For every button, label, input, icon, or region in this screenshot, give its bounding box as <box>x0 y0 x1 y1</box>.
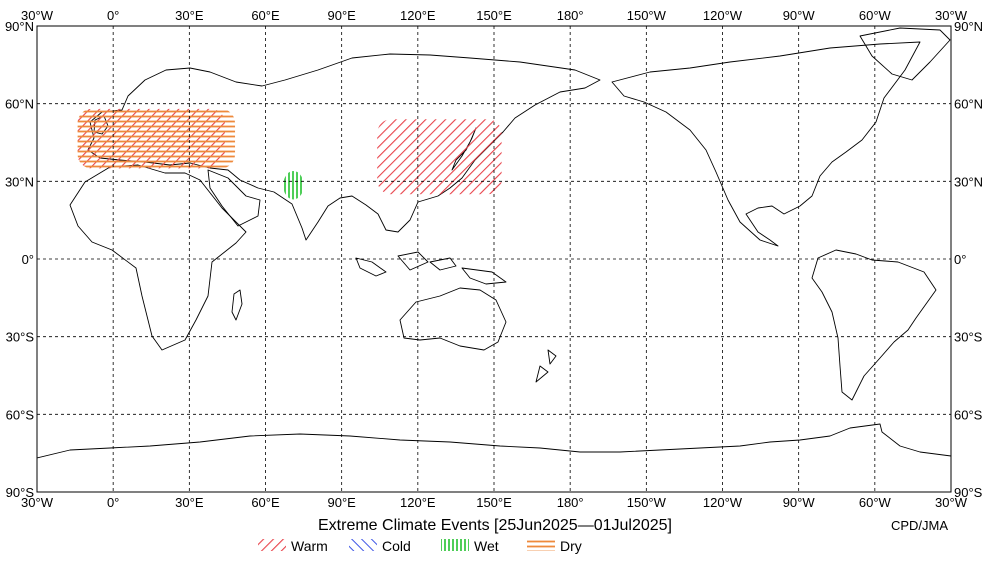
lon-label-bottom: 30°E <box>175 495 204 510</box>
greenland-outline <box>859 27 951 81</box>
lon-label-bottom: 90°W <box>783 495 816 510</box>
map-title: Extreme Climate Events [25Jun2025—01Jul2… <box>318 517 672 534</box>
lon-label-top: 180° <box>557 8 584 23</box>
lon-label-top: 60°W <box>859 8 892 23</box>
legend-item-dry: Dry <box>527 538 582 554</box>
lat-label-right: 60°S <box>954 407 983 422</box>
lat-label-right: 30°N <box>954 174 983 189</box>
event-regions <box>77 108 502 200</box>
axis-labels: 30°W 30°W 0° 0° 30°E 30°E 60°E 60°E 90°E 90°E 120°… <box>5 8 983 510</box>
lon-label-bottom: 120°W <box>703 495 743 510</box>
lon-label-top: 120°W <box>703 8 743 23</box>
north-america-outline <box>611 41 921 247</box>
lon-label-top: 120°E <box>400 8 436 23</box>
lon-label-top: 30°E <box>175 8 204 23</box>
indonesia-outline <box>355 251 507 285</box>
lat-label-left: 60°S <box>6 407 35 422</box>
lat-label-left: 90°N <box>5 19 34 34</box>
lon-label-bottom: 30°W <box>935 495 968 510</box>
lon-label-top: 150°E <box>476 8 512 23</box>
lon-label-top: 60°E <box>251 8 280 23</box>
arabia-outline <box>207 169 261 227</box>
lon-label-bottom: 90°E <box>327 495 356 510</box>
lat-label-right: 90°S <box>954 485 983 500</box>
legend-label: Warm <box>291 538 328 554</box>
lat-label-right: 0° <box>954 252 966 267</box>
legend: Warm Cold Wet Dry <box>258 538 582 554</box>
lat-label-right: 60°N <box>954 97 983 112</box>
wet-swatch <box>441 539 469 551</box>
warm-swatch <box>258 539 286 551</box>
lon-label-top: 30°W <box>935 8 968 23</box>
lat-label-left: 30°N <box>5 174 34 189</box>
lon-label-bottom: 60°W <box>859 495 892 510</box>
lon-label-bottom: 180° <box>557 495 584 510</box>
legend-item-cold: Cold <box>349 538 411 554</box>
lon-label-bottom: 120°E <box>400 495 436 510</box>
map-credit: CPD/JMA <box>891 518 948 533</box>
lat-label-right: 90°N <box>954 19 983 34</box>
map-frame <box>36 25 952 493</box>
lon-label-top: 150°W <box>627 8 667 23</box>
madagascar-outline <box>231 289 243 321</box>
lon-label-top: 0° <box>107 8 119 23</box>
lon-label-bottom: 150°W <box>627 495 667 510</box>
lon-label-bottom: 30°W <box>21 495 54 510</box>
dry-swatch <box>527 539 555 551</box>
legend-label: Cold <box>382 538 411 554</box>
legend-label: Dry <box>560 538 582 554</box>
south-america-outline <box>811 249 937 401</box>
lon-label-top: 30°W <box>21 8 54 23</box>
legend-label: Wet <box>474 538 499 554</box>
lat-label-right: 30°S <box>954 330 983 345</box>
lon-label-bottom: 150°E <box>476 495 512 510</box>
dry-event-region <box>77 108 236 169</box>
graticule <box>37 26 951 492</box>
wet-event-region <box>283 170 304 200</box>
cold-swatch <box>349 539 377 551</box>
legend-item-wet: Wet <box>441 538 499 554</box>
legend-item-warm: Warm <box>258 538 328 554</box>
warm-event-region <box>377 119 502 195</box>
australia-outline <box>399 287 507 351</box>
lat-label-left: 90°S <box>6 485 35 500</box>
lon-label-bottom: 60°E <box>251 495 280 510</box>
lat-label-left: 0° <box>22 252 34 267</box>
lon-label-top: 90°W <box>783 8 816 23</box>
lat-label-left: 60°N <box>5 97 34 112</box>
new-zealand-outline <box>535 349 557 383</box>
lon-label-bottom: 0° <box>107 495 119 510</box>
lat-label-left: 30°S <box>6 330 35 345</box>
lon-label-top: 90°E <box>327 8 356 23</box>
africa-outline <box>69 164 247 351</box>
